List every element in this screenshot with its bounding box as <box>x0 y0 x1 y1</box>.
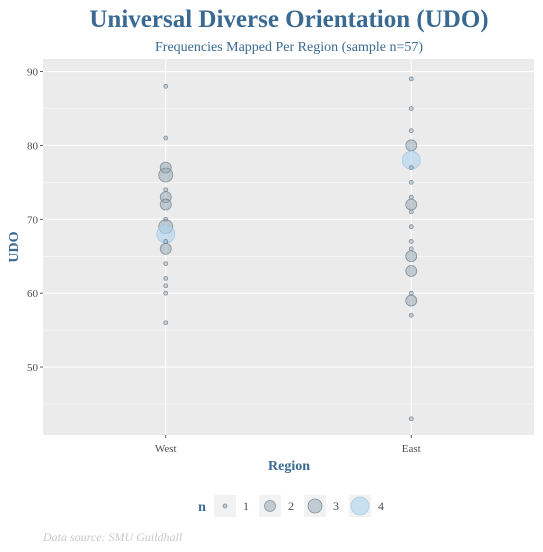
legend-title: n <box>198 500 206 515</box>
data-point <box>408 239 414 244</box>
data-point <box>408 165 414 170</box>
data-point <box>408 128 414 134</box>
data-point <box>158 167 174 183</box>
y-tick-label: 90 <box>27 67 39 79</box>
data-point <box>405 198 418 211</box>
data-point <box>405 294 418 307</box>
data-point <box>163 290 169 296</box>
x-axis-title: Region <box>268 459 310 474</box>
data-point <box>408 179 414 185</box>
legend-key-background <box>214 495 236 517</box>
chart-title: Universal Diverse Orientation (UDO) <box>89 6 488 33</box>
legend-key-background <box>259 495 281 517</box>
data-point <box>408 290 414 296</box>
legend-key-point <box>350 496 370 516</box>
legend-key-point <box>264 500 276 512</box>
data-point <box>408 76 414 82</box>
data-point <box>163 135 169 141</box>
chart-subtitle: Frequencies Mapped Per Region (sample n=… <box>155 40 423 55</box>
data-point <box>408 224 414 230</box>
data-point <box>405 250 418 263</box>
data-point <box>159 242 172 255</box>
legend-label: 2 <box>288 499 294 513</box>
data-point <box>163 261 169 267</box>
size-legend: n 1 2 3 4 <box>198 495 384 517</box>
data-point <box>163 320 169 326</box>
legend-key-background <box>304 495 326 517</box>
legend-key-point <box>307 498 323 514</box>
data-point <box>163 187 169 193</box>
data-point <box>163 83 169 89</box>
y-tick-label: 70 <box>27 214 39 226</box>
data-points <box>156 76 421 422</box>
chart-caption: Data source: SMU Guildhall <box>42 530 183 544</box>
legend-label: 4 <box>378 499 384 513</box>
y-tick-label: 80 <box>27 140 39 152</box>
plot-panel <box>43 59 534 435</box>
legend-key-point <box>222 503 228 509</box>
data-point <box>408 106 414 111</box>
x-axis-ticks: West East <box>155 435 421 455</box>
data-point <box>163 239 169 244</box>
y-axis-title: UDO <box>7 231 22 262</box>
data-point <box>408 312 414 318</box>
data-point <box>408 246 414 252</box>
y-axis-ticks: 50 60 70 80 90 <box>27 67 43 374</box>
data-point <box>163 283 169 289</box>
data-point <box>408 209 414 215</box>
grid-lines <box>43 59 534 435</box>
data-point <box>405 265 418 277</box>
data-point <box>159 198 172 211</box>
y-tick-label: 60 <box>27 288 39 300</box>
legend-label: 1 <box>243 499 249 513</box>
x-tick-label: East <box>402 443 421 455</box>
data-point <box>408 416 414 422</box>
y-tick-label: 50 <box>27 362 39 374</box>
data-point <box>405 139 418 152</box>
data-point <box>408 194 414 200</box>
data-point <box>163 275 169 281</box>
x-tick-label: West <box>155 443 177 455</box>
legend-label: 3 <box>333 499 339 513</box>
